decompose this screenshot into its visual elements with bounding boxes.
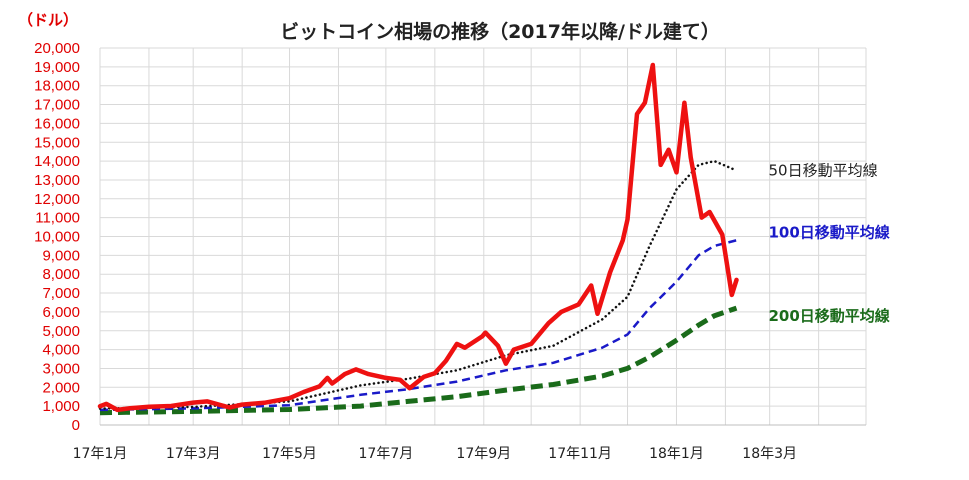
x-axis: 17年1月 17年3月 17年5月 17年7月 17年9月 17年11月 18年1月 18年3… (73, 446, 797, 462)
y-tick-label: 6,000 (42, 304, 80, 321)
y-tick-label: 9,000 (42, 247, 80, 264)
y-tick-label: 5,000 (42, 323, 80, 340)
y-tick-label: 17,000 (34, 97, 80, 114)
chart-title: ビットコイン相場の推移（2017年以降/ドル建て） (280, 20, 720, 43)
y-tick-label: 12,000 (34, 191, 80, 208)
x-tick-label: 17年3月 (166, 446, 221, 462)
series-label-4: 200日移動平均線 (768, 307, 889, 325)
y-tick-label: 16,000 (34, 115, 80, 132)
series-label-3: 100日移動平均線 (768, 223, 889, 241)
x-tick-label: 17年9月 (456, 446, 511, 462)
x-tick-label: 17年5月 (262, 446, 317, 462)
series-label-2: 50日移動平均線 (768, 162, 877, 180)
x-tick-label: 17年1月 (73, 446, 128, 462)
series-line-4 (99, 305, 738, 416)
x-tick-label: 17年7月 (359, 446, 414, 462)
series-group (97, 62, 739, 416)
series-line-3 (99, 239, 737, 412)
x-tick-label: 18年1月 (649, 446, 704, 462)
y-tick-label: 11,000 (35, 210, 80, 227)
y-tick-label: 20,000 (34, 40, 80, 57)
y-tick-label: 1,000 (42, 398, 80, 415)
y-tick-label: 14,000 (34, 153, 80, 170)
unit-label: （ドル） (18, 11, 78, 29)
y-tick-label: 19,000 (34, 59, 80, 76)
y-tick-label: 10,000 (34, 229, 80, 246)
series-line-2 (98, 159, 738, 410)
y-tick-label: 4,000 (42, 342, 80, 359)
y-tick-label: 3,000 (42, 360, 80, 377)
y-tick-label: 2,000 (42, 379, 80, 396)
y-tick-label: 0 (72, 417, 80, 434)
y-tick-label: 18,000 (34, 78, 80, 95)
grid (99, 47, 867, 426)
x-tick-label: 17年11月 (548, 446, 612, 462)
y-tick-label: 15,000 (34, 134, 80, 151)
series-line-1 (97, 62, 739, 413)
series-labels: 50日移動平均線 100日移動平均線 200日移動平均線 (768, 162, 889, 326)
y-tick-label: 8,000 (42, 266, 80, 283)
y-tick-label: 7,000 (42, 285, 80, 302)
x-tick-label: 18年3月 (742, 446, 797, 462)
y-tick-label: 13,000 (34, 172, 80, 189)
